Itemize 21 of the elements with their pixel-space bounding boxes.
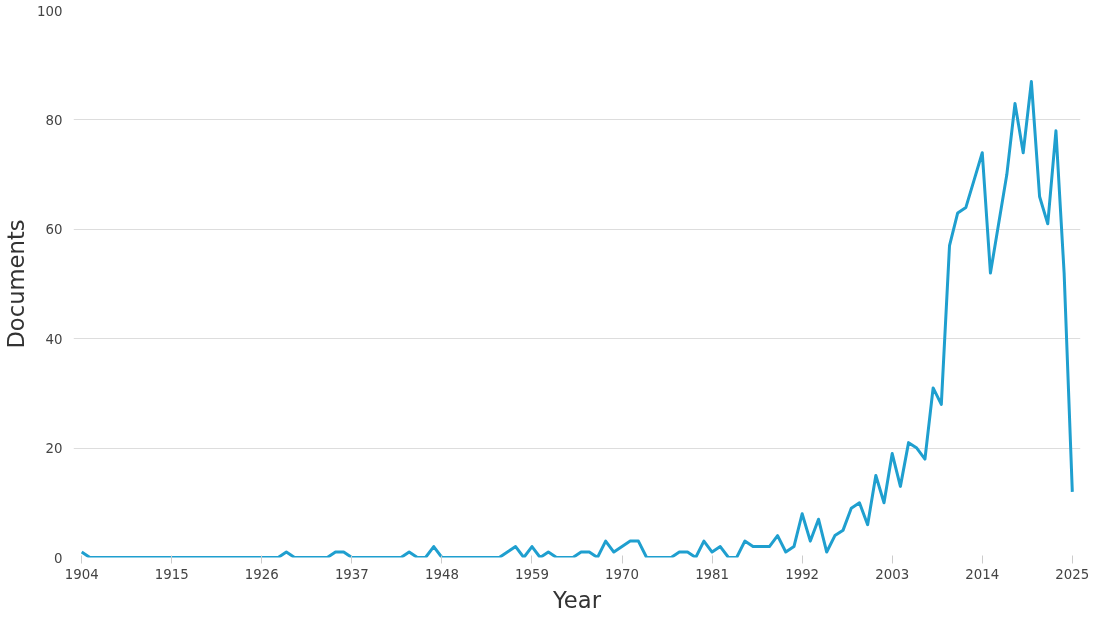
- x-tick-label: 2014: [965, 566, 1000, 582]
- x-tick-label: 1926: [244, 566, 279, 582]
- y-tick-label: 20: [45, 441, 63, 457]
- y-tick-label: 100: [37, 3, 63, 19]
- x-tick-label: 1970: [605, 566, 639, 582]
- x-tick-label: 2025: [1055, 566, 1090, 582]
- y-axis-title: Documents: [3, 219, 30, 349]
- y-tick-label: 80: [45, 112, 63, 128]
- line-series: [80, 80, 1074, 558]
- x-tick-label: 1904: [64, 566, 99, 582]
- x-tick-label: 1937: [334, 566, 369, 582]
- x-axis-title: Year: [552, 586, 602, 613]
- x-tick-label: 1948: [424, 566, 459, 582]
- y-tick-label: 40: [45, 331, 63, 347]
- x-tick-label: 1959: [515, 566, 549, 582]
- y-tick-label: 60: [45, 222, 63, 238]
- x-tick-label: 2003: [875, 566, 910, 582]
- x-tick-label: 1915: [154, 566, 189, 582]
- x-tick-label: 1992: [785, 566, 820, 582]
- y-tick-label: 0: [54, 550, 63, 566]
- x-tick-label: 1981: [695, 566, 730, 582]
